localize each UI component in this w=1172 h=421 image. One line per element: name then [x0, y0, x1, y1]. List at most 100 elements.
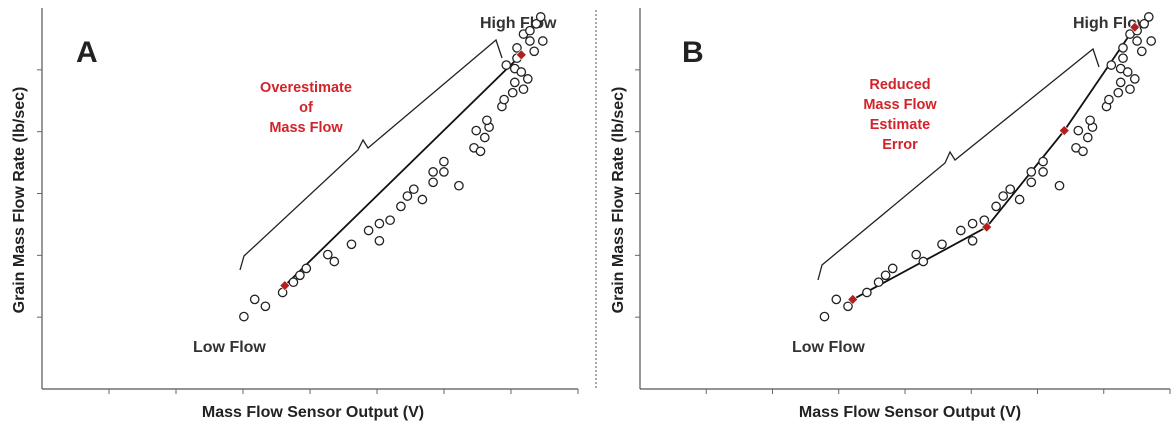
data-point	[471, 125, 482, 136]
key-point	[847, 293, 859, 305]
data-point	[512, 43, 522, 53]
data-point	[911, 249, 922, 260]
key-point	[515, 49, 527, 61]
x-axis-title: Mass Flow Sensor Output (V)	[202, 404, 424, 421]
data-point	[1118, 43, 1128, 53]
data-point	[831, 294, 842, 305]
data-point	[1082, 132, 1093, 143]
data-point	[955, 225, 966, 236]
fit-line	[284, 54, 522, 287]
annotation-line: Mass Flow	[269, 120, 343, 136]
brace	[817, 47, 1100, 281]
low-flow-label: Low Flow	[193, 339, 266, 356]
data-point	[525, 25, 535, 36]
low-flow-label: Low Flow	[792, 339, 865, 356]
data-point	[1104, 94, 1114, 105]
data-point	[417, 194, 428, 205]
data-point	[535, 12, 546, 22]
data-point	[1129, 74, 1140, 84]
data-point	[967, 235, 978, 246]
y-axis-title: Grain Mass Flow Rate (lb/sec)	[610, 87, 627, 314]
data-point	[507, 87, 518, 98]
data-point	[531, 18, 542, 29]
data-point	[819, 311, 830, 322]
fit-line	[852, 26, 1136, 301]
data-point	[295, 270, 305, 281]
data-point	[1113, 87, 1124, 98]
data-point	[363, 225, 374, 236]
data-point	[522, 74, 533, 84]
data-point	[482, 115, 492, 126]
data-point	[998, 191, 1009, 201]
data-point	[1085, 115, 1095, 126]
data-point	[1136, 46, 1147, 57]
key-point	[1058, 125, 1070, 137]
data-point	[918, 256, 929, 267]
data-point	[499, 94, 509, 105]
data-point	[516, 67, 527, 77]
data-point	[408, 184, 419, 195]
data-point	[937, 239, 947, 250]
data-point	[374, 218, 385, 229]
x-axis-title: Mass Flow Sensor Output (V)	[799, 404, 1021, 421]
key-point	[981, 221, 993, 233]
data-point	[428, 167, 438, 177]
annotation-line: Overestimate	[260, 80, 352, 96]
key-point	[279, 280, 291, 292]
data-point	[346, 239, 357, 250]
data-point	[1014, 194, 1025, 205]
data-point	[1078, 146, 1088, 157]
data-point	[385, 215, 395, 226]
data-point	[843, 301, 853, 312]
data-point	[1038, 156, 1048, 167]
annotation-line: Mass Flow	[863, 97, 937, 113]
y-axis-title: Grain Mass Flow Rate (lb/sec)	[11, 87, 28, 314]
data-point	[402, 191, 413, 201]
data-point	[1139, 18, 1150, 29]
data-point	[288, 277, 299, 288]
data-point	[439, 156, 449, 167]
annotation-line: Estimate	[870, 117, 930, 133]
data-point	[322, 249, 333, 260]
data-point	[1132, 36, 1142, 46]
panel-b: Mass Flow Sensor Output (V) Grain Mass Fl…	[610, 8, 1171, 421]
data-point	[428, 177, 438, 188]
data-point	[454, 180, 464, 191]
data-point	[1115, 77, 1126, 88]
data-point	[1073, 125, 1084, 136]
data-point	[396, 201, 406, 212]
data-point	[1106, 60, 1117, 70]
data-point	[529, 46, 540, 57]
data-point	[525, 36, 535, 46]
data-point	[501, 60, 512, 70]
data-point	[862, 287, 872, 298]
data-point	[887, 263, 898, 274]
data-point	[1122, 67, 1133, 77]
data-point	[518, 84, 529, 95]
data-point	[537, 36, 548, 46]
data-point	[439, 167, 449, 177]
data-point	[1005, 184, 1016, 195]
data-point	[249, 294, 260, 305]
data-point	[1026, 177, 1037, 188]
data-point	[1118, 53, 1128, 64]
data-point	[239, 311, 249, 322]
data-point	[967, 218, 978, 229]
data-point	[1146, 36, 1157, 46]
data-point	[475, 146, 486, 157]
panel-letter: A	[76, 36, 98, 69]
annotation-line: of	[299, 100, 313, 116]
key-point	[1129, 21, 1141, 33]
annotation-line: Error	[882, 137, 918, 153]
brace	[239, 38, 503, 271]
annotation-line: Reduced	[869, 77, 930, 93]
data-point	[1026, 167, 1037, 177]
panel-letter: B	[682, 36, 704, 69]
data-point	[1125, 84, 1135, 95]
data-point	[374, 235, 385, 246]
panel-a: Mass Flow Sensor Output (V) Grain Mass Fl…	[11, 8, 579, 421]
data-point	[1143, 12, 1154, 22]
data-point	[260, 301, 271, 312]
data-point	[479, 132, 490, 143]
